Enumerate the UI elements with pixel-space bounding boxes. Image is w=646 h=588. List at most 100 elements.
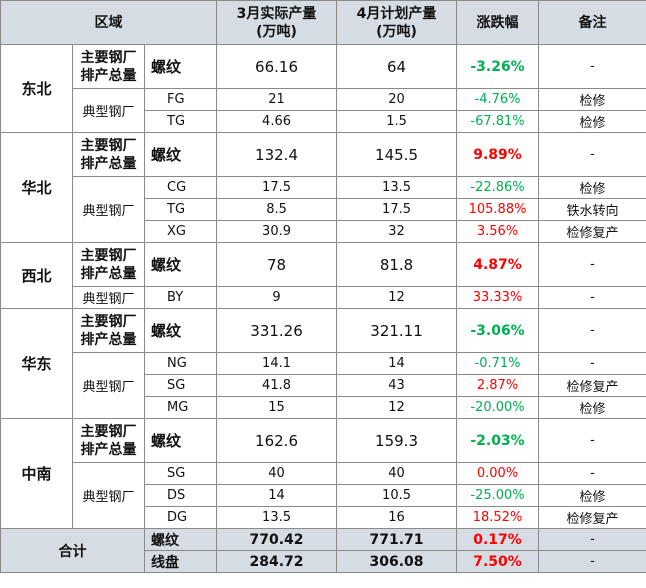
march-actual-value: 331.26 bbox=[216, 308, 338, 353]
main-mills-label: 主要钢厂 排产总量 bbox=[72, 308, 145, 353]
region-main-row: 东北 主要钢厂 排产总量 螺纹 66.16 64 -3.26% - bbox=[0, 44, 646, 133]
change-value: -0.71% bbox=[456, 352, 540, 375]
march-actual-value: 30.9 bbox=[216, 220, 338, 243]
march-actual-value: 66.16 bbox=[216, 44, 338, 89]
change-total: 0.17% bbox=[456, 528, 540, 551]
typical-mills-label: 典型钢厂 bbox=[72, 88, 145, 133]
mill-name: TG bbox=[143, 198, 218, 221]
typical-mill-row: 典型钢厂 BY 9 12 33.33% - bbox=[1, 286, 646, 309]
change-value: -20.00% bbox=[456, 396, 540, 419]
march-actual-total: 770.42 bbox=[216, 528, 338, 551]
mill-name: BY bbox=[143, 286, 218, 309]
main-mills-label: 主要钢厂 排产总量 bbox=[72, 242, 145, 287]
note-value: - bbox=[538, 462, 646, 485]
april-plan-value: 20 bbox=[336, 88, 458, 111]
march-actual-value: 17.5 bbox=[216, 176, 338, 199]
change-value: -2.03% bbox=[456, 418, 540, 463]
note-value: 检修 bbox=[538, 176, 646, 199]
april-plan-value: 40 bbox=[336, 462, 458, 485]
april-plan-value: 64 bbox=[336, 44, 458, 89]
change-value: 33.33% bbox=[456, 286, 540, 309]
march-actual-value: 4.66 bbox=[216, 110, 338, 133]
march-actual-value: 78 bbox=[216, 242, 338, 287]
typical-mill-row: SG 41.8 43 2.87% 检修复产 bbox=[1, 374, 646, 397]
april-plan-value: 1.5 bbox=[336, 110, 458, 133]
march-actual-value: 14 bbox=[216, 484, 338, 507]
april-plan-value: 43 bbox=[336, 374, 458, 397]
change-value: 2.87% bbox=[456, 374, 540, 397]
header-row: 区域 3月实际产量 (万吨) 4月计划产量 (万吨) 涨跌幅 备注 bbox=[0, 0, 646, 45]
note-value: 检修复产 bbox=[538, 506, 646, 529]
note-value: 检修复产 bbox=[538, 220, 646, 243]
header-change: 涨跌幅 bbox=[456, 0, 540, 45]
change-value: -3.06% bbox=[456, 308, 540, 353]
april-plan-value: 17.5 bbox=[336, 198, 458, 221]
mill-name: SG bbox=[143, 462, 218, 485]
april-plan-value: 32 bbox=[336, 220, 458, 243]
march-actual-total: 284.72 bbox=[216, 550, 338, 573]
march-actual-value: 8.5 bbox=[216, 198, 338, 221]
change-value: -22.86% bbox=[456, 176, 540, 199]
march-actual-value: 162.6 bbox=[216, 418, 338, 463]
main-mills-label: 主要钢厂 排产总量 bbox=[72, 418, 145, 463]
mill-name: NG bbox=[143, 352, 218, 375]
typical-mill-row: 典型钢厂 SG 40 40 0.00% - bbox=[1, 462, 646, 529]
main-product: 螺纹 bbox=[143, 132, 218, 177]
note-value: 铁水转向 bbox=[538, 198, 646, 221]
march-actual-value: 41.8 bbox=[216, 374, 338, 397]
note-value: 检修 bbox=[538, 110, 646, 133]
march-actual-value: 13.5 bbox=[216, 506, 338, 529]
april-plan-value: 12 bbox=[336, 286, 458, 309]
typical-mills-label: 典型钢厂 bbox=[72, 286, 145, 309]
march-actual-value: 132.4 bbox=[216, 132, 338, 177]
april-plan-value: 321.11 bbox=[336, 308, 458, 353]
header-april-plan: 4月计划产量 (万吨) bbox=[336, 0, 458, 45]
note-value: 检修 bbox=[538, 396, 646, 419]
typical-mill-row: XG 30.9 32 3.56% 检修复产 bbox=[1, 220, 646, 243]
mill-name: TG bbox=[143, 110, 218, 133]
mill-name: FG bbox=[143, 88, 218, 111]
mill-name: SG bbox=[143, 374, 218, 397]
main-product: 螺纹 bbox=[143, 242, 218, 287]
change-value: -25.00% bbox=[456, 484, 540, 507]
region-main-row: 华北 主要钢厂 排产总量 螺纹 132.4 145.5 9.89% - bbox=[0, 132, 646, 243]
typical-mill-row: 典型钢厂 CG 17.5 13.5 -22.86% 检修 bbox=[1, 176, 646, 243]
steel-production-table: 区域 3月实际产量 (万吨) 4月计划产量 (万吨) 涨跌幅 备注 东北 主要钢厂… bbox=[0, 0, 646, 573]
total-row: 合计 螺纹 770.42 771.71 0.17% - bbox=[0, 528, 646, 573]
total-label: 合计 bbox=[0, 528, 145, 573]
note-value: - bbox=[538, 242, 646, 287]
typical-mills-label: 典型钢厂 bbox=[72, 462, 145, 529]
header-note: 备注 bbox=[538, 0, 646, 45]
april-plan-total: 771.71 bbox=[336, 528, 458, 551]
note-value: - bbox=[538, 132, 646, 177]
region-name: 华东 bbox=[0, 308, 73, 419]
typical-mill-row: MG 15 12 -20.00% 检修 bbox=[1, 396, 646, 419]
region-name: 东北 bbox=[0, 44, 73, 133]
march-actual-value: 21 bbox=[216, 88, 338, 111]
change-value: 9.89% bbox=[456, 132, 540, 177]
change-value: 18.52% bbox=[456, 506, 540, 529]
typical-mills-label: 典型钢厂 bbox=[72, 176, 145, 243]
region-main-row: 中南 主要钢厂 排产总量 螺纹 162.6 159.3 -2.03% - bbox=[0, 418, 646, 529]
change-value: -3.26% bbox=[456, 44, 540, 89]
note-value: - bbox=[538, 308, 646, 353]
total-product: 线盘 bbox=[143, 550, 218, 573]
header-march-actual: 3月实际产量 (万吨) bbox=[216, 0, 338, 45]
mill-name: CG bbox=[143, 176, 218, 199]
change-value: -67.81% bbox=[456, 110, 540, 133]
typical-mill-row: 典型钢厂 NG 14.1 14 -0.71% - bbox=[1, 352, 646, 419]
april-plan-value: 12 bbox=[336, 396, 458, 419]
mill-name: XG bbox=[143, 220, 218, 243]
note-value: - bbox=[538, 352, 646, 375]
mill-name: DG bbox=[143, 506, 218, 529]
march-actual-value: 14.1 bbox=[216, 352, 338, 375]
april-plan-value: 159.3 bbox=[336, 418, 458, 463]
typical-mills-label: 典型钢厂 bbox=[72, 352, 145, 419]
mill-name: DS bbox=[143, 484, 218, 507]
note-value: 检修复产 bbox=[538, 374, 646, 397]
note-value: 检修 bbox=[538, 88, 646, 111]
march-actual-value: 15 bbox=[216, 396, 338, 419]
note-value: - bbox=[538, 550, 646, 573]
note-value: - bbox=[538, 286, 646, 309]
change-total: 7.50% bbox=[456, 550, 540, 573]
